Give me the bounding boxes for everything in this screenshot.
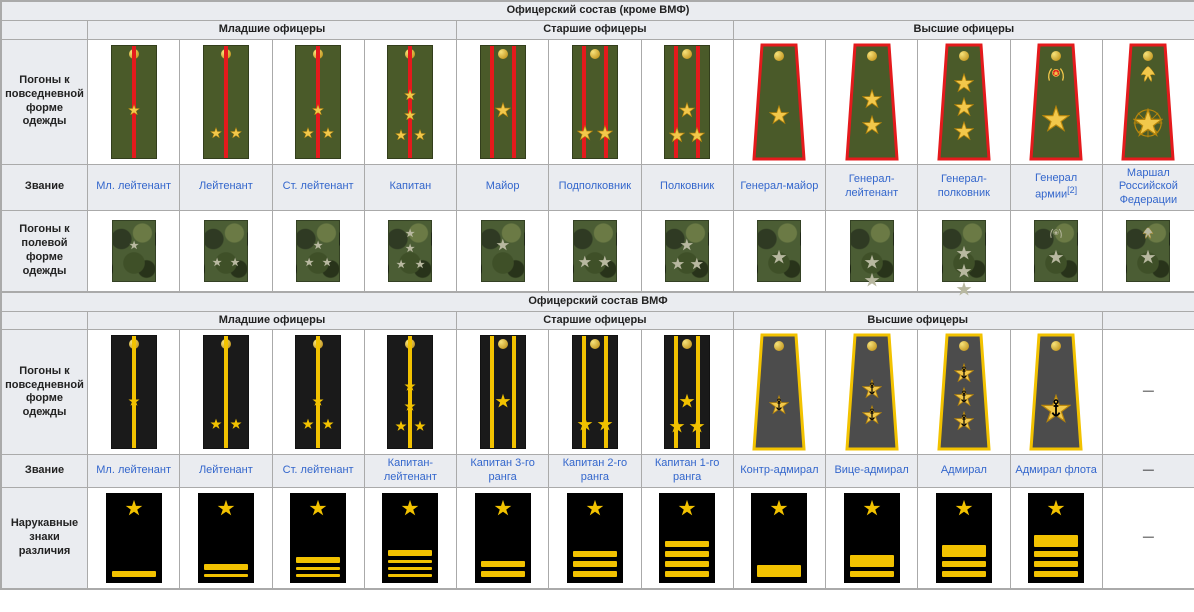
daily-n_kap2 bbox=[549, 330, 641, 455]
group-header-junior: Младшие офицеры bbox=[88, 20, 457, 39]
rank-n_kap3[interactable]: Капитан 3-го ранга bbox=[457, 455, 549, 488]
rank-leit[interactable]: Лейтенант bbox=[180, 164, 272, 210]
daily-kontr bbox=[733, 330, 825, 455]
rank-gen_maj[interactable]: Генерал-майор bbox=[733, 164, 825, 210]
sleeve-adm_fl bbox=[1010, 487, 1102, 588]
daily-ml_leit bbox=[88, 39, 180, 164]
rank-kontr[interactable]: Контр-адмирал bbox=[733, 455, 825, 488]
sleeve-kontr bbox=[733, 487, 825, 588]
daily-adm_fl bbox=[1010, 330, 1102, 455]
daily-n_st_leit bbox=[272, 330, 364, 455]
field-gen_arm bbox=[1010, 210, 1102, 291]
sleeve-n_kap2 bbox=[549, 487, 641, 588]
daily-admiral bbox=[918, 330, 1010, 455]
daily-n_leit bbox=[180, 330, 272, 455]
blank-corner bbox=[2, 311, 88, 330]
sleeve-admiral bbox=[918, 487, 1010, 588]
daily-n_kap3 bbox=[457, 330, 549, 455]
group-header-supreme: Высшие офицеры bbox=[733, 311, 1102, 330]
row-daily-label: Погоны к повседневной форме одежды bbox=[2, 330, 88, 455]
field-gen_maj bbox=[733, 210, 825, 291]
sleeve-n_kap_leit bbox=[364, 487, 456, 588]
sleeve-vice bbox=[826, 487, 918, 588]
rank-gen_leit[interactable]: Генерал-лейтенант bbox=[826, 164, 918, 210]
rank-n_kap1[interactable]: Капитан 1-го ранга bbox=[641, 455, 733, 488]
rank-n_kap2[interactable]: Капитан 2-го ранга bbox=[549, 455, 641, 488]
rank-n_blank: — bbox=[1102, 455, 1194, 488]
daily-gen_polk bbox=[918, 39, 1010, 164]
field-st_leit bbox=[272, 210, 364, 291]
daily-n_blank: — bbox=[1102, 330, 1194, 455]
row-daily-label: Погоны к повседневной форме одежды bbox=[2, 39, 88, 164]
row-sleeve-label: Нарукавные знаки различия bbox=[2, 487, 88, 588]
sleeve-n_kap1 bbox=[641, 487, 733, 588]
field-major bbox=[457, 210, 549, 291]
row-rank-label: Звание bbox=[2, 455, 88, 488]
daily-gen_arm bbox=[1010, 39, 1102, 164]
daily-n_kap1 bbox=[641, 330, 733, 455]
field-polk bbox=[641, 210, 733, 291]
field-marshal bbox=[1102, 210, 1194, 291]
daily-polk bbox=[641, 39, 733, 164]
rank-n_leit[interactable]: Лейтенант bbox=[180, 455, 272, 488]
field-ml_leit bbox=[88, 210, 180, 291]
daily-gen_leit bbox=[826, 39, 918, 164]
field-kapitan bbox=[364, 210, 456, 291]
sleeve-n_st_leit bbox=[272, 487, 364, 588]
daily-leit bbox=[180, 39, 272, 164]
daily-vice bbox=[826, 330, 918, 455]
daily-n_ml_leit bbox=[88, 330, 180, 455]
rank-admiral[interactable]: Адмирал bbox=[918, 455, 1010, 488]
daily-kapitan bbox=[364, 39, 456, 164]
rank-adm_fl[interactable]: Адмирал флота bbox=[1010, 455, 1102, 488]
rank-ml_leit[interactable]: Мл. лейтенант bbox=[88, 164, 180, 210]
daily-major bbox=[457, 39, 549, 164]
group-header-blank bbox=[1102, 311, 1194, 330]
rank-gen_arm[interactable]: Генерал армии[2] bbox=[1010, 164, 1102, 210]
row-rank-label: Звание bbox=[2, 164, 88, 210]
field-leit bbox=[180, 210, 272, 291]
blank-corner bbox=[2, 20, 88, 39]
sleeve-n_blank: — bbox=[1102, 487, 1194, 588]
sleeve-n_kap3 bbox=[457, 487, 549, 588]
navy-table: Офицерский состав ВМФ Младшие офицерыСта… bbox=[1, 292, 1194, 589]
group-header-supreme: Высшие офицеры bbox=[733, 20, 1194, 39]
rank-podpolk[interactable]: Подполковник bbox=[549, 164, 641, 210]
rank-marshal[interactable]: Маршал Российской Федерации bbox=[1102, 164, 1194, 210]
rank-kapitan[interactable]: Капитан bbox=[364, 164, 456, 210]
group-header-junior: Младшие офицеры bbox=[88, 311, 457, 330]
daily-marshal bbox=[1102, 39, 1194, 164]
rank-n_st_leit[interactable]: Ст. лейтенант bbox=[272, 455, 364, 488]
rank-polk[interactable]: Полковник bbox=[641, 164, 733, 210]
field-gen_leit bbox=[826, 210, 918, 291]
sleeve-n_ml_leit bbox=[88, 487, 180, 588]
daily-gen_maj bbox=[733, 39, 825, 164]
daily-n_kap_leit bbox=[364, 330, 456, 455]
daily-st_leit bbox=[272, 39, 364, 164]
rank-n_kap_leit[interactable]: Капитан-лейтенант bbox=[364, 455, 456, 488]
field-podpolk bbox=[549, 210, 641, 291]
daily-podpolk bbox=[549, 39, 641, 164]
army-header: Офицерский состав (кроме ВМФ) bbox=[2, 2, 1194, 21]
group-header-senior: Старшие офицеры bbox=[457, 20, 734, 39]
row-field-label: Погоны к полевой форме одежды bbox=[2, 210, 88, 291]
sleeve-n_leit bbox=[180, 487, 272, 588]
group-header-senior: Старшие офицеры bbox=[457, 311, 734, 330]
rank-major[interactable]: Майор bbox=[457, 164, 549, 210]
rank-vice[interactable]: Вице-адмирал bbox=[826, 455, 918, 488]
field-gen_polk bbox=[918, 210, 1010, 291]
rank-st_leit[interactable]: Ст. лейтенант bbox=[272, 164, 364, 210]
rank-gen_polk[interactable]: Генерал-полковник bbox=[918, 164, 1010, 210]
army-table: Офицерский состав (кроме ВМФ) Младшие оф… bbox=[1, 1, 1194, 292]
navy-header: Офицерский состав ВМФ bbox=[2, 292, 1194, 311]
rank-n_ml_leit[interactable]: Мл. лейтенант bbox=[88, 455, 180, 488]
